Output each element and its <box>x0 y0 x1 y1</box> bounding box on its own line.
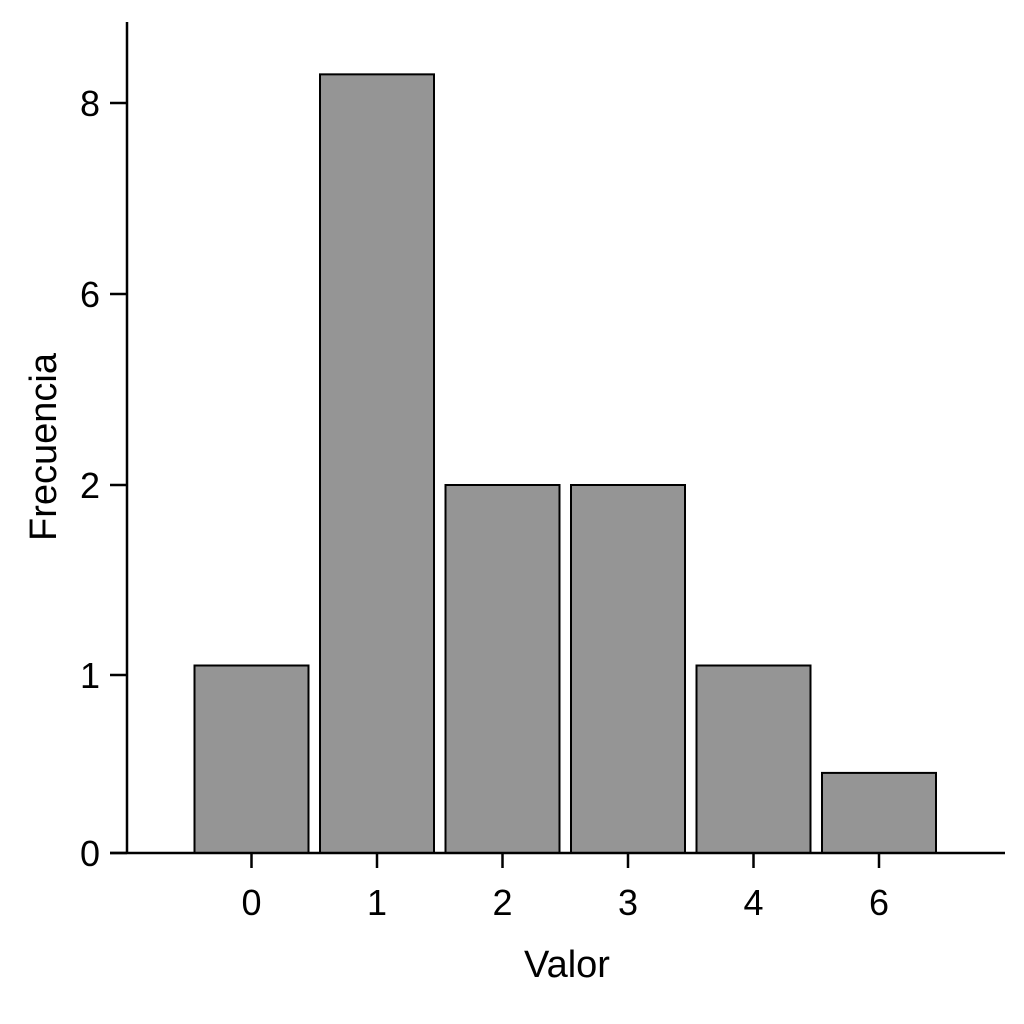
y-tick-label: 6 <box>80 274 100 315</box>
bar-3 <box>570 484 686 854</box>
bar-6 <box>821 771 937 855</box>
y-tick-label: 8 <box>80 83 100 124</box>
bar-2 <box>444 484 561 854</box>
y-tick-label: 2 <box>80 465 100 506</box>
bar-4 <box>695 664 812 854</box>
x-tick-label: 3 <box>618 882 638 923</box>
bars-group <box>193 73 937 855</box>
y-axis-label: Frecuencia <box>23 352 65 541</box>
x-tick-label: 4 <box>743 882 763 923</box>
y-ticks-group: 0 1 2 6 8 <box>80 83 127 874</box>
bar-0 <box>193 664 310 854</box>
x-ticks-group: 0 1 2 3 4 6 <box>241 853 889 923</box>
x-tick-label: 0 <box>241 882 261 923</box>
x-axis-label: Valor <box>524 944 610 986</box>
x-tick-label: 1 <box>367 882 387 923</box>
bar-1 <box>319 73 435 855</box>
y-tick-label: 0 <box>80 833 100 874</box>
x-tick-label: 2 <box>492 882 512 923</box>
y-tick-label: 1 <box>80 655 100 696</box>
x-tick-label: 6 <box>869 882 889 923</box>
